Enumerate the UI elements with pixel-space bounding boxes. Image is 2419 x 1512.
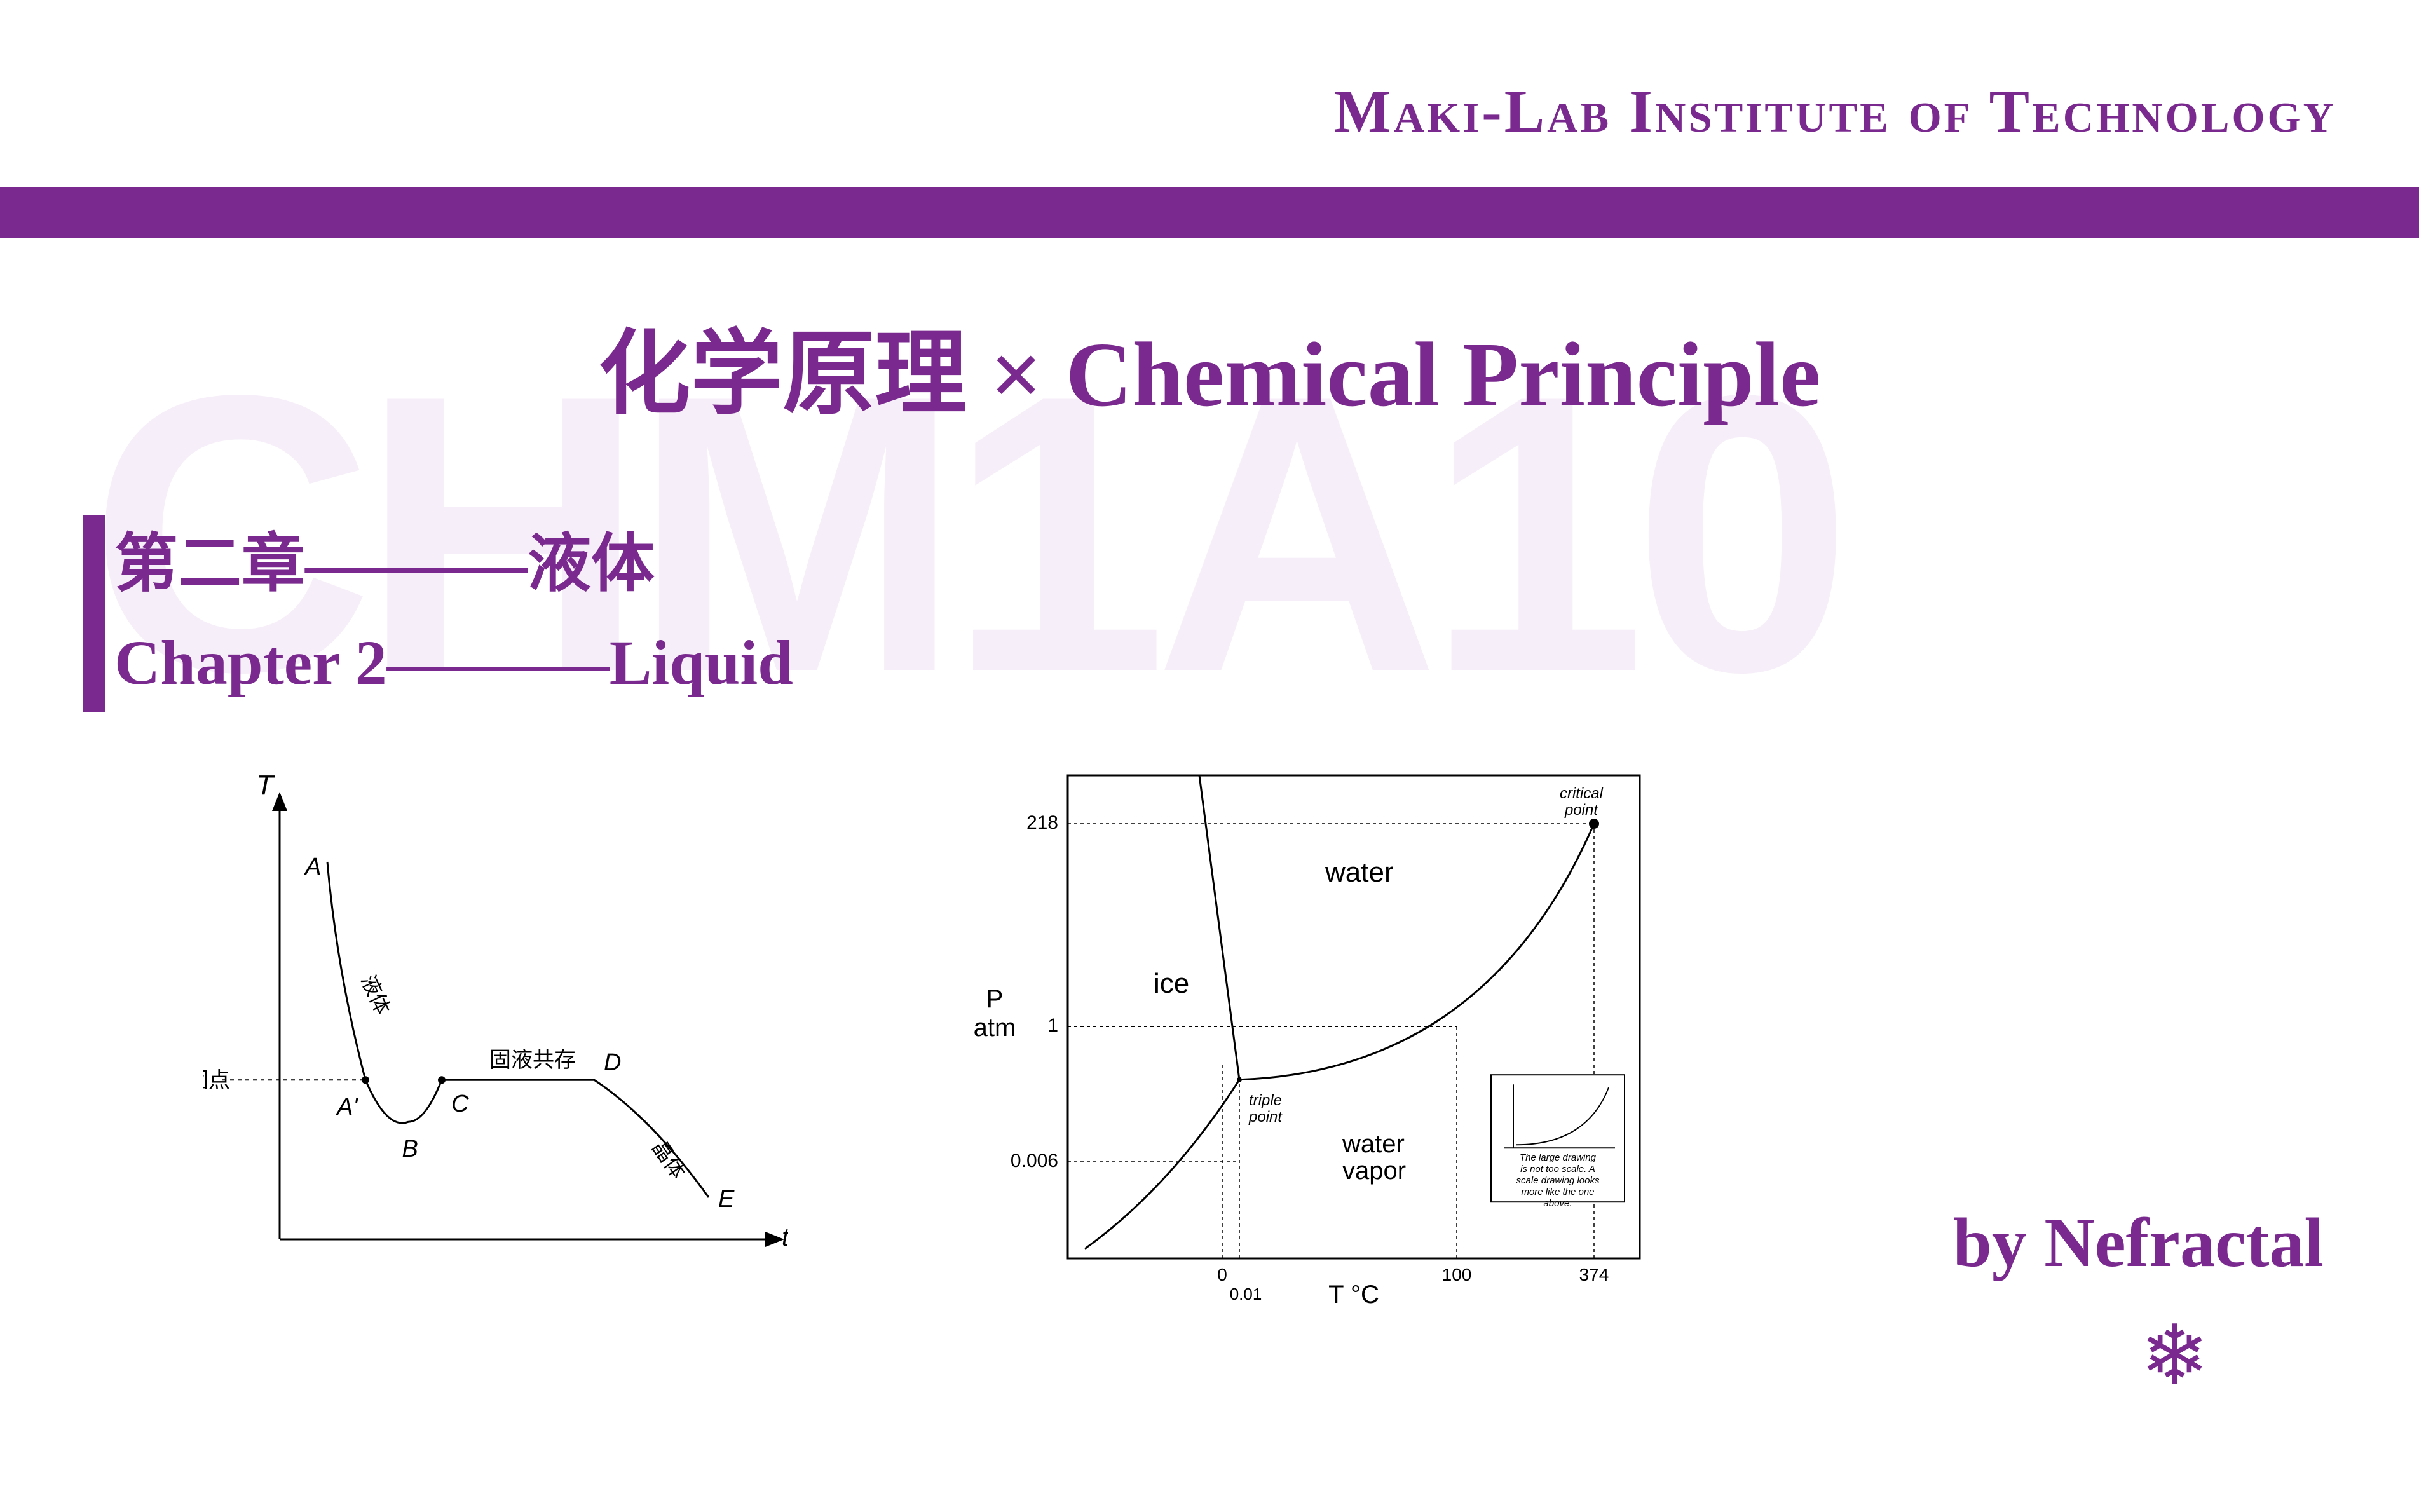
svg-text:atm: atm (974, 1014, 1016, 1042)
svg-text:water: water (1325, 857, 1394, 888)
svg-text:液体: 液体 (357, 972, 395, 1018)
svg-text:D: D (604, 1049, 621, 1076)
svg-text:ice: ice (1154, 968, 1189, 999)
svg-text:1: 1 (1047, 1015, 1058, 1036)
chapter-line-en: Chapter 2–––––––Liquid (114, 613, 793, 712)
svg-text:固液共存: 固液共存 (489, 1048, 576, 1072)
svg-text:critical: critical (1560, 785, 1604, 802)
snowflake-icon: ❄ (2140, 1307, 2209, 1404)
svg-text:C: C (451, 1091, 469, 1117)
institute-name: Maki-Lab Institute of Technology (1334, 76, 2336, 146)
svg-text:The large drawing: The large drawing (1520, 1152, 1597, 1163)
svg-text:0: 0 (1217, 1265, 1227, 1284)
svg-text:A: A (304, 854, 321, 880)
svg-text:100: 100 (1442, 1265, 1472, 1284)
header-divider (0, 187, 2419, 238)
svg-text:0.006: 0.006 (1011, 1150, 1058, 1171)
phase-diagram: 218 1 0.006 00.01 100 374 Patm T °C ice water wate… (972, 750, 1672, 1322)
svg-text:water: water (1342, 1130, 1405, 1158)
svg-text:374: 374 (1579, 1265, 1609, 1284)
chapter-heading: 第二章–––––––液体 Chapter 2–––––––Liquid (83, 515, 793, 712)
svg-text:is not too scale. A: is not too scale. A (1520, 1164, 1595, 1175)
svg-text:B: B (402, 1136, 418, 1162)
svg-text:vapor: vapor (1342, 1157, 1406, 1185)
svg-text:scale drawing looks: scale drawing looks (1516, 1175, 1600, 1186)
author-byline: by Nefractal (1953, 1202, 2324, 1283)
svg-text:above.: above. (1543, 1198, 1572, 1209)
svg-text:T: T (256, 770, 275, 801)
chapter-line-cn: 第二章–––––––液体 (114, 515, 793, 613)
svg-text:point: point (1248, 1108, 1283, 1126)
svg-text:triple: triple (1249, 1092, 1282, 1109)
svg-text:A': A' (336, 1094, 358, 1120)
svg-text:E: E (718, 1186, 735, 1213)
svg-text:t: t (782, 1223, 788, 1251)
svg-text:point: point (1564, 801, 1598, 819)
svg-text:P: P (986, 985, 1004, 1013)
cooling-curve-diagram: t T A A' B C D E 液体固液共存晶体 凝固点 (203, 756, 788, 1297)
page-title: 化学原理 × Chemical Principle (0, 299, 2419, 432)
svg-text:218: 218 (1026, 812, 1058, 833)
svg-text:more like the one: more like the one (1521, 1187, 1594, 1197)
svg-text:T °C: T °C (1328, 1281, 1379, 1309)
svg-text:晶体: 晶体 (648, 1136, 690, 1183)
svg-text:0.01: 0.01 (1230, 1284, 1262, 1304)
svg-text:凝固点: 凝固点 (203, 1068, 230, 1093)
